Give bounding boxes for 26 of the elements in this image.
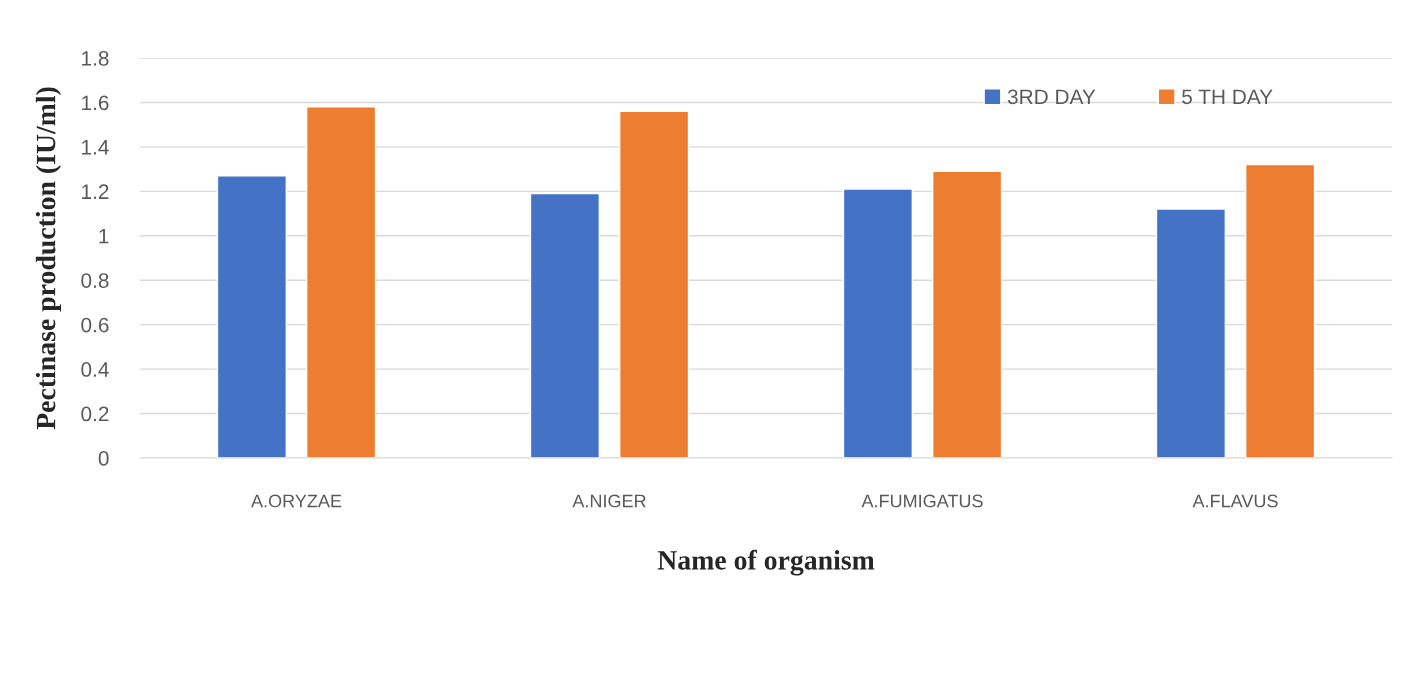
y-tick-label: 1 [99, 228, 109, 244]
bar [1155, 208, 1227, 458]
y-axis-title: Pectinase production (IU/ml) [35, 87, 62, 430]
legend-label: 5 TH DAY [1182, 89, 1273, 105]
y-tick-label: 1.6 [82, 95, 109, 111]
bar [618, 110, 690, 458]
x-tick-label: A.ORYZAE [251, 494, 342, 508]
y-tick-label: 0 [98, 451, 109, 466]
bar [529, 192, 601, 458]
y-tick-label: 0.6 [81, 317, 109, 333]
bar [305, 106, 377, 458]
bar [842, 188, 914, 458]
y-tick-label: 1.8 [82, 51, 109, 66]
y-tick-label: 0.4 [81, 362, 109, 377]
x-tick-label: A.FLAVUS [1192, 494, 1278, 508]
bar [931, 170, 1003, 458]
x-tick-label: A.NIGER [572, 494, 646, 508]
y-tick-label: 0.2 [81, 406, 109, 422]
x-tick-label: A.FUMIGATUS [861, 494, 983, 508]
legend-label: 3RD DAY [1007, 89, 1096, 105]
x-axis-title: Name of organism [657, 549, 875, 576]
y-tick-label: 1.2 [82, 184, 109, 199]
bar [216, 175, 288, 458]
y-tick-label: 0.8 [81, 273, 109, 288]
y-tick-label: 1.4 [82, 140, 109, 155]
bar [1244, 163, 1316, 458]
